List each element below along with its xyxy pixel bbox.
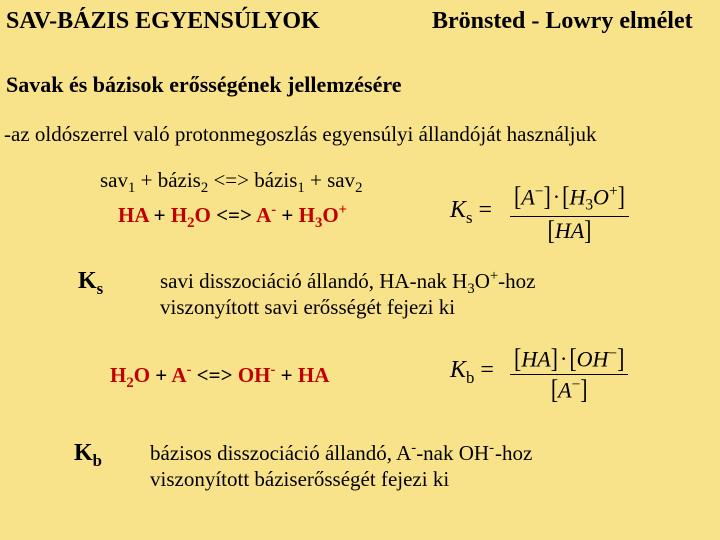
t: K: [450, 357, 466, 383]
s: b: [93, 451, 102, 470]
s: −: [608, 345, 617, 362]
title-right: Brönsted - Lowry elmélet: [432, 8, 693, 35]
t: O: [195, 203, 211, 227]
s: 3: [585, 197, 593, 214]
s: -: [187, 362, 192, 378]
t: -hoz: [495, 441, 532, 465]
t: A: [558, 377, 571, 402]
t: -nak OH: [416, 441, 489, 465]
kb-desc-1: bázisos disszociáció állandó, A--nak OH-…: [150, 440, 532, 466]
s: −: [572, 376, 581, 393]
t: <=>: [213, 168, 254, 192]
s: s: [97, 279, 104, 298]
t: HA: [298, 363, 330, 387]
s: b: [466, 368, 474, 387]
t: H: [299, 203, 315, 227]
t: O: [134, 363, 150, 387]
s: s: [466, 208, 473, 227]
eq-base: H2O + A- <=> OH- + HA: [110, 362, 329, 392]
t: K: [450, 197, 466, 223]
t: -hoz: [498, 269, 535, 293]
s: -: [271, 202, 276, 218]
t: A: [521, 184, 534, 209]
s: 2: [187, 215, 194, 231]
intro-line: -az oldószerrel való protonmegoszlás egy…: [4, 122, 596, 147]
t: savi disszociáció állandó, HA-nak H: [160, 269, 467, 293]
ks-desc-1: savi disszociáció állandó, HA-nak H3O+-h…: [160, 268, 535, 298]
eq-acid: HA + H2O <=> A- + H3O+: [118, 202, 347, 232]
ks-formula: Ks = [A−]·[H3O+] [HA]: [510, 183, 629, 245]
ks-desc-2: viszonyított savi erősségét fejezi ki: [160, 295, 455, 320]
t: sav: [100, 168, 128, 192]
s: -: [271, 362, 276, 378]
subheading: Savak és bázisok erősségének jellemzésér…: [6, 72, 402, 98]
s: 2: [201, 180, 208, 196]
t: K: [78, 268, 97, 294]
t: A: [256, 203, 271, 227]
t: H: [171, 203, 187, 227]
kb-eq-left: Kb =: [450, 357, 494, 388]
s: 2: [355, 180, 362, 196]
kb-den: [A−]: [510, 376, 628, 404]
kb-num: [HA]·[OH−]: [510, 345, 628, 373]
t: bázis: [158, 168, 201, 192]
kb-symbol: Kb: [74, 440, 102, 471]
s: +: [339, 202, 347, 218]
s: 1: [128, 180, 135, 196]
t: H: [569, 184, 585, 209]
t: O: [322, 203, 338, 227]
t: A: [171, 363, 186, 387]
t: OH: [577, 346, 609, 371]
s: −: [535, 183, 544, 200]
t: HA: [521, 346, 550, 371]
t: sav: [327, 168, 355, 192]
t: HA: [118, 203, 148, 227]
s: 2: [126, 375, 133, 391]
t: +: [141, 168, 158, 192]
t: O: [593, 184, 609, 209]
s: +: [490, 268, 498, 284]
ks-den: [HA]: [510, 218, 629, 244]
t: bázisos disszociáció állandó, A: [150, 441, 411, 465]
s: 3: [467, 281, 474, 297]
s: 1: [297, 180, 304, 196]
t: O: [475, 269, 490, 293]
t: K: [74, 440, 93, 466]
ks-symbol: Ks: [78, 268, 103, 299]
t: OH: [238, 363, 271, 387]
s: +: [609, 183, 618, 200]
t: H: [110, 363, 126, 387]
t: bázis: [254, 168, 297, 192]
kb-formula: Kb = [HA]·[OH−] [A−]: [510, 345, 628, 403]
t: HA: [555, 218, 584, 243]
t: +: [310, 168, 327, 192]
ks-num: [A−]·[H3O+]: [510, 183, 629, 215]
title-left: SAV-BÁZIS EGYENSÚLYOK: [6, 8, 320, 35]
ks-eq-left: Ks =: [450, 197, 492, 228]
kb-desc-2: viszonyított báziserősségét fejezi ki: [150, 467, 449, 492]
eq-generic: sav1 + bázis2 <=> bázis1 + sav2: [100, 168, 362, 197]
